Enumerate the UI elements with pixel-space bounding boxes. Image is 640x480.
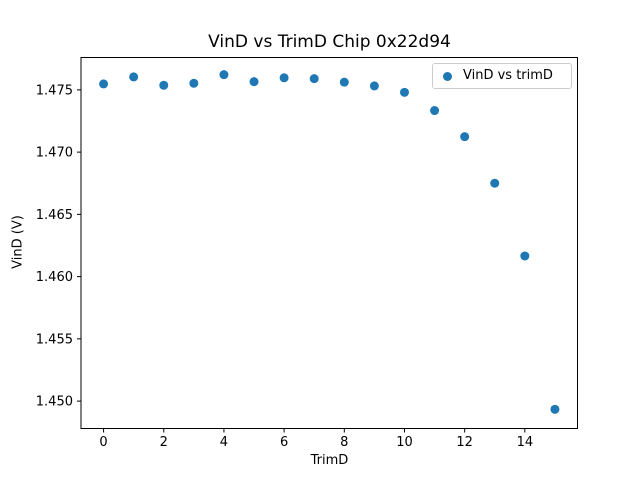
x-tick-label: 2: [160, 435, 168, 450]
data-point: [399, 87, 409, 97]
legend: VinD vs trimD: [432, 63, 572, 89]
x-tick-label: 6: [280, 435, 288, 450]
x-tick-label: 4: [220, 435, 228, 450]
y-tick-label: 1.475: [36, 83, 73, 98]
data-point: [460, 132, 470, 142]
data-point: [249, 77, 259, 87]
x-tick-label: 8: [340, 435, 348, 450]
x-tick-label: 12: [456, 435, 473, 450]
data-point: [430, 106, 440, 116]
data-point: [129, 72, 139, 82]
legend-label: VinD vs trimD: [463, 68, 553, 83]
data-point: [490, 178, 500, 188]
x-tick-label: 14: [517, 435, 534, 450]
y-tick-label: 1.455: [36, 332, 73, 347]
data-point: [99, 79, 109, 89]
y-tick-label: 1.460: [36, 270, 73, 285]
x-tick-label: 10: [396, 435, 413, 450]
data-point: [520, 251, 530, 261]
y-tick-label: 1.450: [36, 395, 73, 410]
data-point: [159, 80, 169, 90]
plot-border: [80, 57, 578, 429]
chart-title: VinD vs TrimD Chip 0x22d94: [208, 32, 451, 52]
y-axis-label: VinD (V): [10, 215, 26, 269]
data-point: [219, 70, 229, 80]
data-point: [279, 73, 289, 83]
data-point: [309, 74, 319, 84]
x-tick-label: 0: [99, 435, 107, 450]
data-point: [189, 78, 199, 88]
y-tick-label: 1.465: [36, 208, 73, 223]
legend-marker-icon: [443, 71, 452, 81]
data-point: [369, 81, 379, 91]
data-point: [339, 77, 349, 87]
y-tick-label: 1.470: [36, 146, 73, 161]
x-axis-label: TrimD: [310, 453, 349, 468]
data-point: [550, 404, 560, 414]
